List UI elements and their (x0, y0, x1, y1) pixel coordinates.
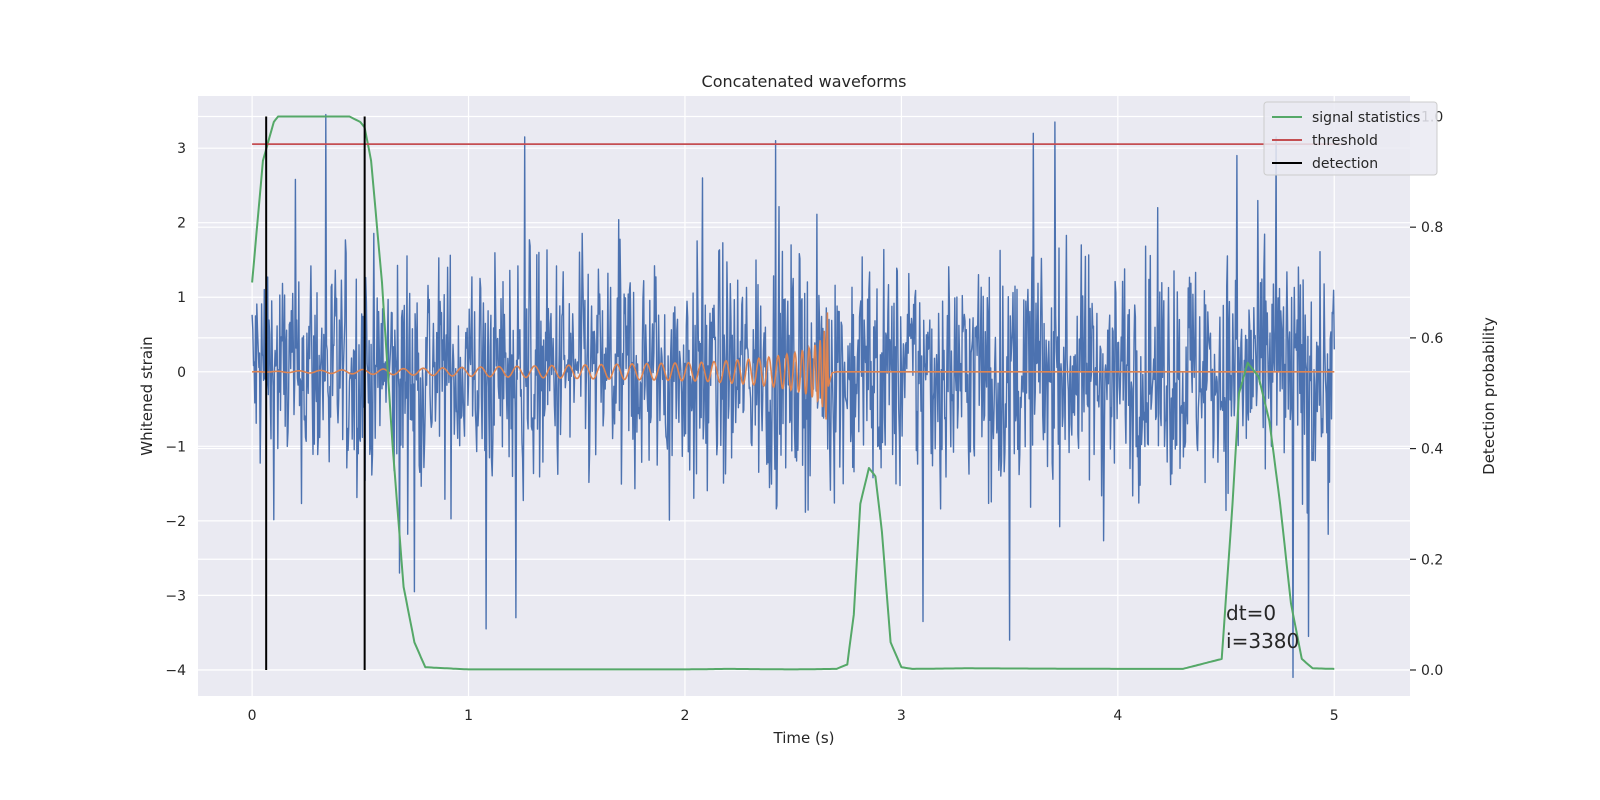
y-right-tick-label: 0.4 (1421, 442, 1443, 458)
x-tick-label: 1 (464, 708, 473, 724)
annotation-dt: dt=0 (1226, 601, 1276, 625)
legend: signal statistics threshold detection (1263, 101, 1438, 176)
x-tick-label: 5 (1330, 708, 1339, 724)
legend-threshold-label: threshold (1312, 133, 1378, 149)
legend-detection-label: detection (1312, 156, 1378, 172)
y-right-tick-label: 0.0 (1421, 663, 1443, 679)
y-tick-label: 0 (177, 365, 186, 381)
chart-title: Concatenated waveforms (702, 72, 907, 91)
x-tick-label: 3 (897, 708, 906, 724)
x-axis-label: Time (s) (773, 729, 835, 747)
strain-series-layer (251, 113, 1335, 679)
strain-series-line (251, 113, 1335, 679)
x-tick-label: 4 (1113, 708, 1122, 724)
y-tick-label: 1 (177, 290, 186, 306)
injection-series-layer (252, 312, 1335, 420)
y-tick-label: 2 (177, 216, 186, 232)
y-axis-right-label: Detection probability (1480, 317, 1498, 475)
legend-box (1263, 101, 1438, 176)
injection-series-line (252, 312, 1335, 420)
y-right-tick-label: 0.6 (1421, 331, 1443, 347)
legend-signal-statistics-label: signal statistics (1312, 110, 1420, 126)
x-tick-label: 2 (681, 708, 690, 724)
y-right-tick-label: 0.2 (1421, 552, 1443, 568)
signal-statistics-series-line (251, 115, 1335, 671)
y-axis-label: Whitened strain (138, 336, 156, 455)
y-tick-label: −3 (165, 588, 186, 604)
annotation-index: i=3380 (1226, 629, 1299, 653)
y-right-tick-label: 0.8 (1421, 220, 1443, 236)
detection-series-layer (265, 116, 366, 670)
y-tick-label: −1 (165, 439, 186, 455)
x-tick-label: 0 (248, 708, 257, 724)
signal-statistics-series-layer (251, 115, 1335, 671)
y-tick-label: −4 (165, 663, 186, 679)
y-tick-label: 3 (177, 141, 186, 157)
y-tick-label: −2 (165, 514, 186, 530)
